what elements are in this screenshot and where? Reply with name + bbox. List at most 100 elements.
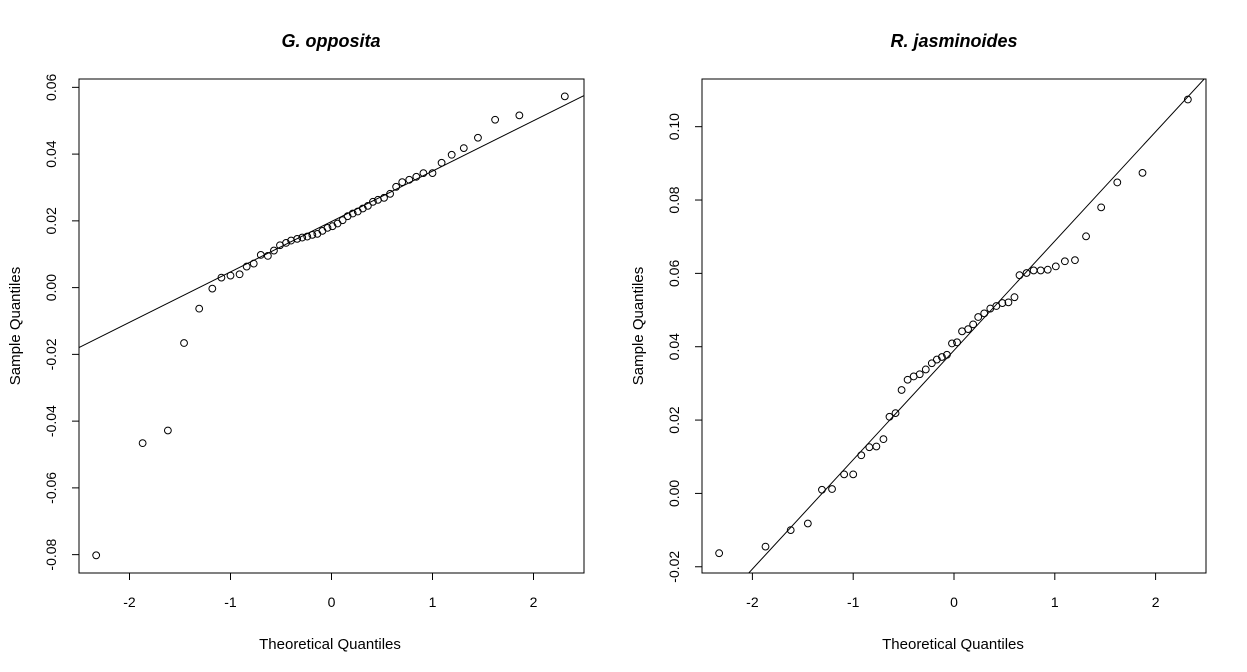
data-point bbox=[491, 115, 500, 124]
y-tick-label: 0.10 bbox=[666, 113, 682, 140]
x-tick-label: 2 bbox=[1152, 594, 1160, 610]
plot-frame bbox=[78, 78, 585, 574]
y-tick-label: -0.04 bbox=[43, 405, 59, 437]
data-point bbox=[969, 320, 978, 329]
data-point bbox=[761, 542, 770, 551]
data-point bbox=[921, 365, 930, 374]
y-tick-label: -0.08 bbox=[43, 538, 59, 570]
chart-title: R. jasminoides bbox=[890, 31, 1017, 51]
data-point bbox=[515, 111, 524, 120]
data-point bbox=[323, 223, 332, 232]
data-point bbox=[318, 226, 327, 235]
x-tick-label: -1 bbox=[847, 594, 860, 610]
x-tick-label: -2 bbox=[746, 594, 759, 610]
data-point bbox=[1138, 168, 1147, 177]
data-point bbox=[927, 359, 936, 368]
y-axis-label: Sample Quantiles bbox=[630, 267, 647, 385]
data-point bbox=[195, 304, 204, 313]
data-point bbox=[313, 229, 322, 238]
x-tick-label: 1 bbox=[429, 594, 437, 610]
data-point bbox=[386, 189, 394, 198]
y-tick-label: 0.06 bbox=[43, 74, 59, 101]
qq-panel-g-opposita: G. opposita Theoretical Quantiles Sample… bbox=[7, 31, 585, 653]
data-point bbox=[249, 259, 258, 268]
data-point bbox=[208, 284, 217, 293]
y-tick-label: 0.02 bbox=[666, 406, 682, 433]
data-point bbox=[369, 197, 377, 206]
data-point bbox=[163, 426, 172, 435]
y-tick-label: -0.06 bbox=[43, 472, 59, 504]
data-point bbox=[1043, 265, 1052, 274]
y-tick-label: 0.06 bbox=[666, 260, 682, 287]
data-point bbox=[405, 175, 414, 184]
x-tick-label: -1 bbox=[224, 594, 237, 610]
data-point bbox=[419, 169, 428, 178]
x-tick-label: 2 bbox=[530, 594, 538, 610]
qq-reference-line bbox=[748, 79, 1205, 573]
data-point bbox=[380, 193, 388, 202]
data-point bbox=[849, 470, 858, 479]
data-point bbox=[1029, 266, 1038, 275]
x-axis-label: Theoretical Quantiles bbox=[259, 636, 401, 653]
data-point bbox=[1015, 271, 1024, 280]
x-tick-label: 0 bbox=[950, 594, 958, 610]
data-point bbox=[412, 172, 421, 181]
data-point bbox=[1060, 257, 1069, 266]
data-point bbox=[948, 339, 956, 348]
data-point bbox=[180, 339, 188, 347]
y-tick-label: -0.02 bbox=[43, 338, 59, 370]
data-point bbox=[138, 439, 147, 448]
y-tick-label: 0.00 bbox=[666, 480, 682, 507]
qq-panel-r-jasminoides: R. jasminoides Theoretical Quantiles Sam… bbox=[630, 31, 1207, 653]
data-point bbox=[1022, 269, 1031, 277]
plot-frame bbox=[701, 78, 1207, 574]
data-point bbox=[308, 230, 317, 239]
data-point bbox=[1010, 293, 1019, 302]
x-tick-label: 0 bbox=[328, 594, 336, 610]
data-point bbox=[872, 442, 881, 451]
data-point bbox=[217, 273, 226, 282]
data-point bbox=[437, 158, 446, 167]
data-point bbox=[447, 150, 456, 159]
data-point bbox=[897, 386, 906, 394]
data-point bbox=[270, 246, 278, 255]
data-point bbox=[953, 338, 961, 347]
data-point bbox=[818, 485, 826, 494]
data-point bbox=[1082, 232, 1090, 241]
data-point bbox=[786, 526, 795, 534]
data-point bbox=[338, 216, 347, 225]
y-axis-label: Sample Quantiles bbox=[7, 267, 24, 385]
data-point bbox=[263, 252, 272, 260]
data-point bbox=[857, 451, 866, 460]
data-point bbox=[980, 309, 989, 318]
data-point bbox=[1051, 262, 1060, 271]
y-tick-label: 0.02 bbox=[43, 207, 59, 234]
x-tick-label: 1 bbox=[1051, 594, 1059, 610]
data-point bbox=[964, 325, 973, 334]
data-point bbox=[226, 271, 235, 280]
data-point bbox=[348, 209, 357, 218]
data-point bbox=[1183, 95, 1192, 104]
data-point bbox=[879, 435, 888, 444]
data-point bbox=[459, 144, 468, 152]
y-tick-label: 0.04 bbox=[43, 140, 59, 167]
data-point bbox=[803, 519, 812, 528]
data-point bbox=[293, 234, 302, 243]
data-point bbox=[560, 92, 569, 101]
data-point bbox=[474, 133, 482, 142]
data-point bbox=[885, 412, 894, 421]
data-point bbox=[938, 353, 946, 361]
qq-reference-line bbox=[79, 95, 584, 348]
y-tick-label: -0.02 bbox=[666, 551, 682, 583]
data-point bbox=[943, 350, 951, 359]
data-point bbox=[891, 409, 900, 418]
data-point bbox=[298, 233, 307, 242]
data-point bbox=[1036, 266, 1045, 275]
data-point bbox=[915, 370, 924, 379]
data-point bbox=[242, 262, 251, 271]
data-point bbox=[1004, 298, 1013, 307]
data-point bbox=[992, 302, 1001, 310]
data-point bbox=[363, 201, 372, 210]
data-point bbox=[865, 443, 874, 452]
